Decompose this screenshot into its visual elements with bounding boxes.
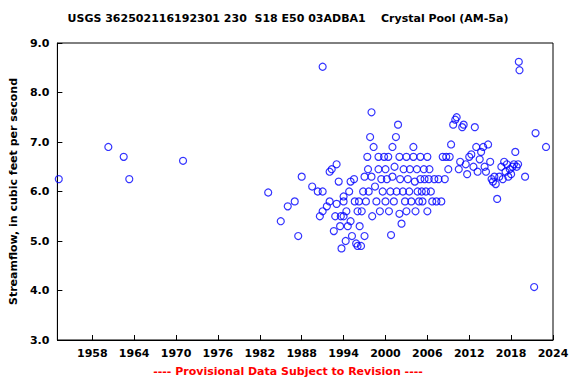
svg-text:5.0: 5.0: [30, 235, 50, 248]
svg-text:---- Provisional Data Subject: ---- Provisional Data Subject to Revisio…: [153, 365, 423, 378]
svg-text:2012: 2012: [454, 347, 485, 360]
svg-text:3.0: 3.0: [30, 334, 50, 347]
svg-text:USGS 362502116192301 230 S18: USGS 362502116192301 230 S18 E50 03ADBA1…: [68, 12, 509, 25]
svg-text:2018: 2018: [496, 347, 527, 360]
svg-text:2000: 2000: [370, 347, 401, 360]
svg-text:1994: 1994: [328, 347, 359, 360]
svg-text:2006: 2006: [412, 347, 443, 360]
svg-text:1964: 1964: [119, 347, 150, 360]
svg-text:8.0: 8.0: [30, 86, 50, 99]
svg-text:6.0: 6.0: [30, 185, 50, 198]
svg-text:1988: 1988: [286, 347, 317, 360]
svg-text:1982: 1982: [245, 347, 276, 360]
svg-text:Streamflow, in cubic feet per: Streamflow, in cubic feet per second: [7, 78, 20, 305]
svg-text:1958: 1958: [77, 347, 108, 360]
svg-text:1970: 1970: [161, 347, 192, 360]
svg-text:4.0: 4.0: [30, 284, 50, 297]
svg-text:2024: 2024: [538, 347, 569, 360]
svg-text:1976: 1976: [203, 347, 234, 360]
svg-text:9.0: 9.0: [30, 37, 50, 50]
svg-text:7.0: 7.0: [30, 136, 50, 149]
